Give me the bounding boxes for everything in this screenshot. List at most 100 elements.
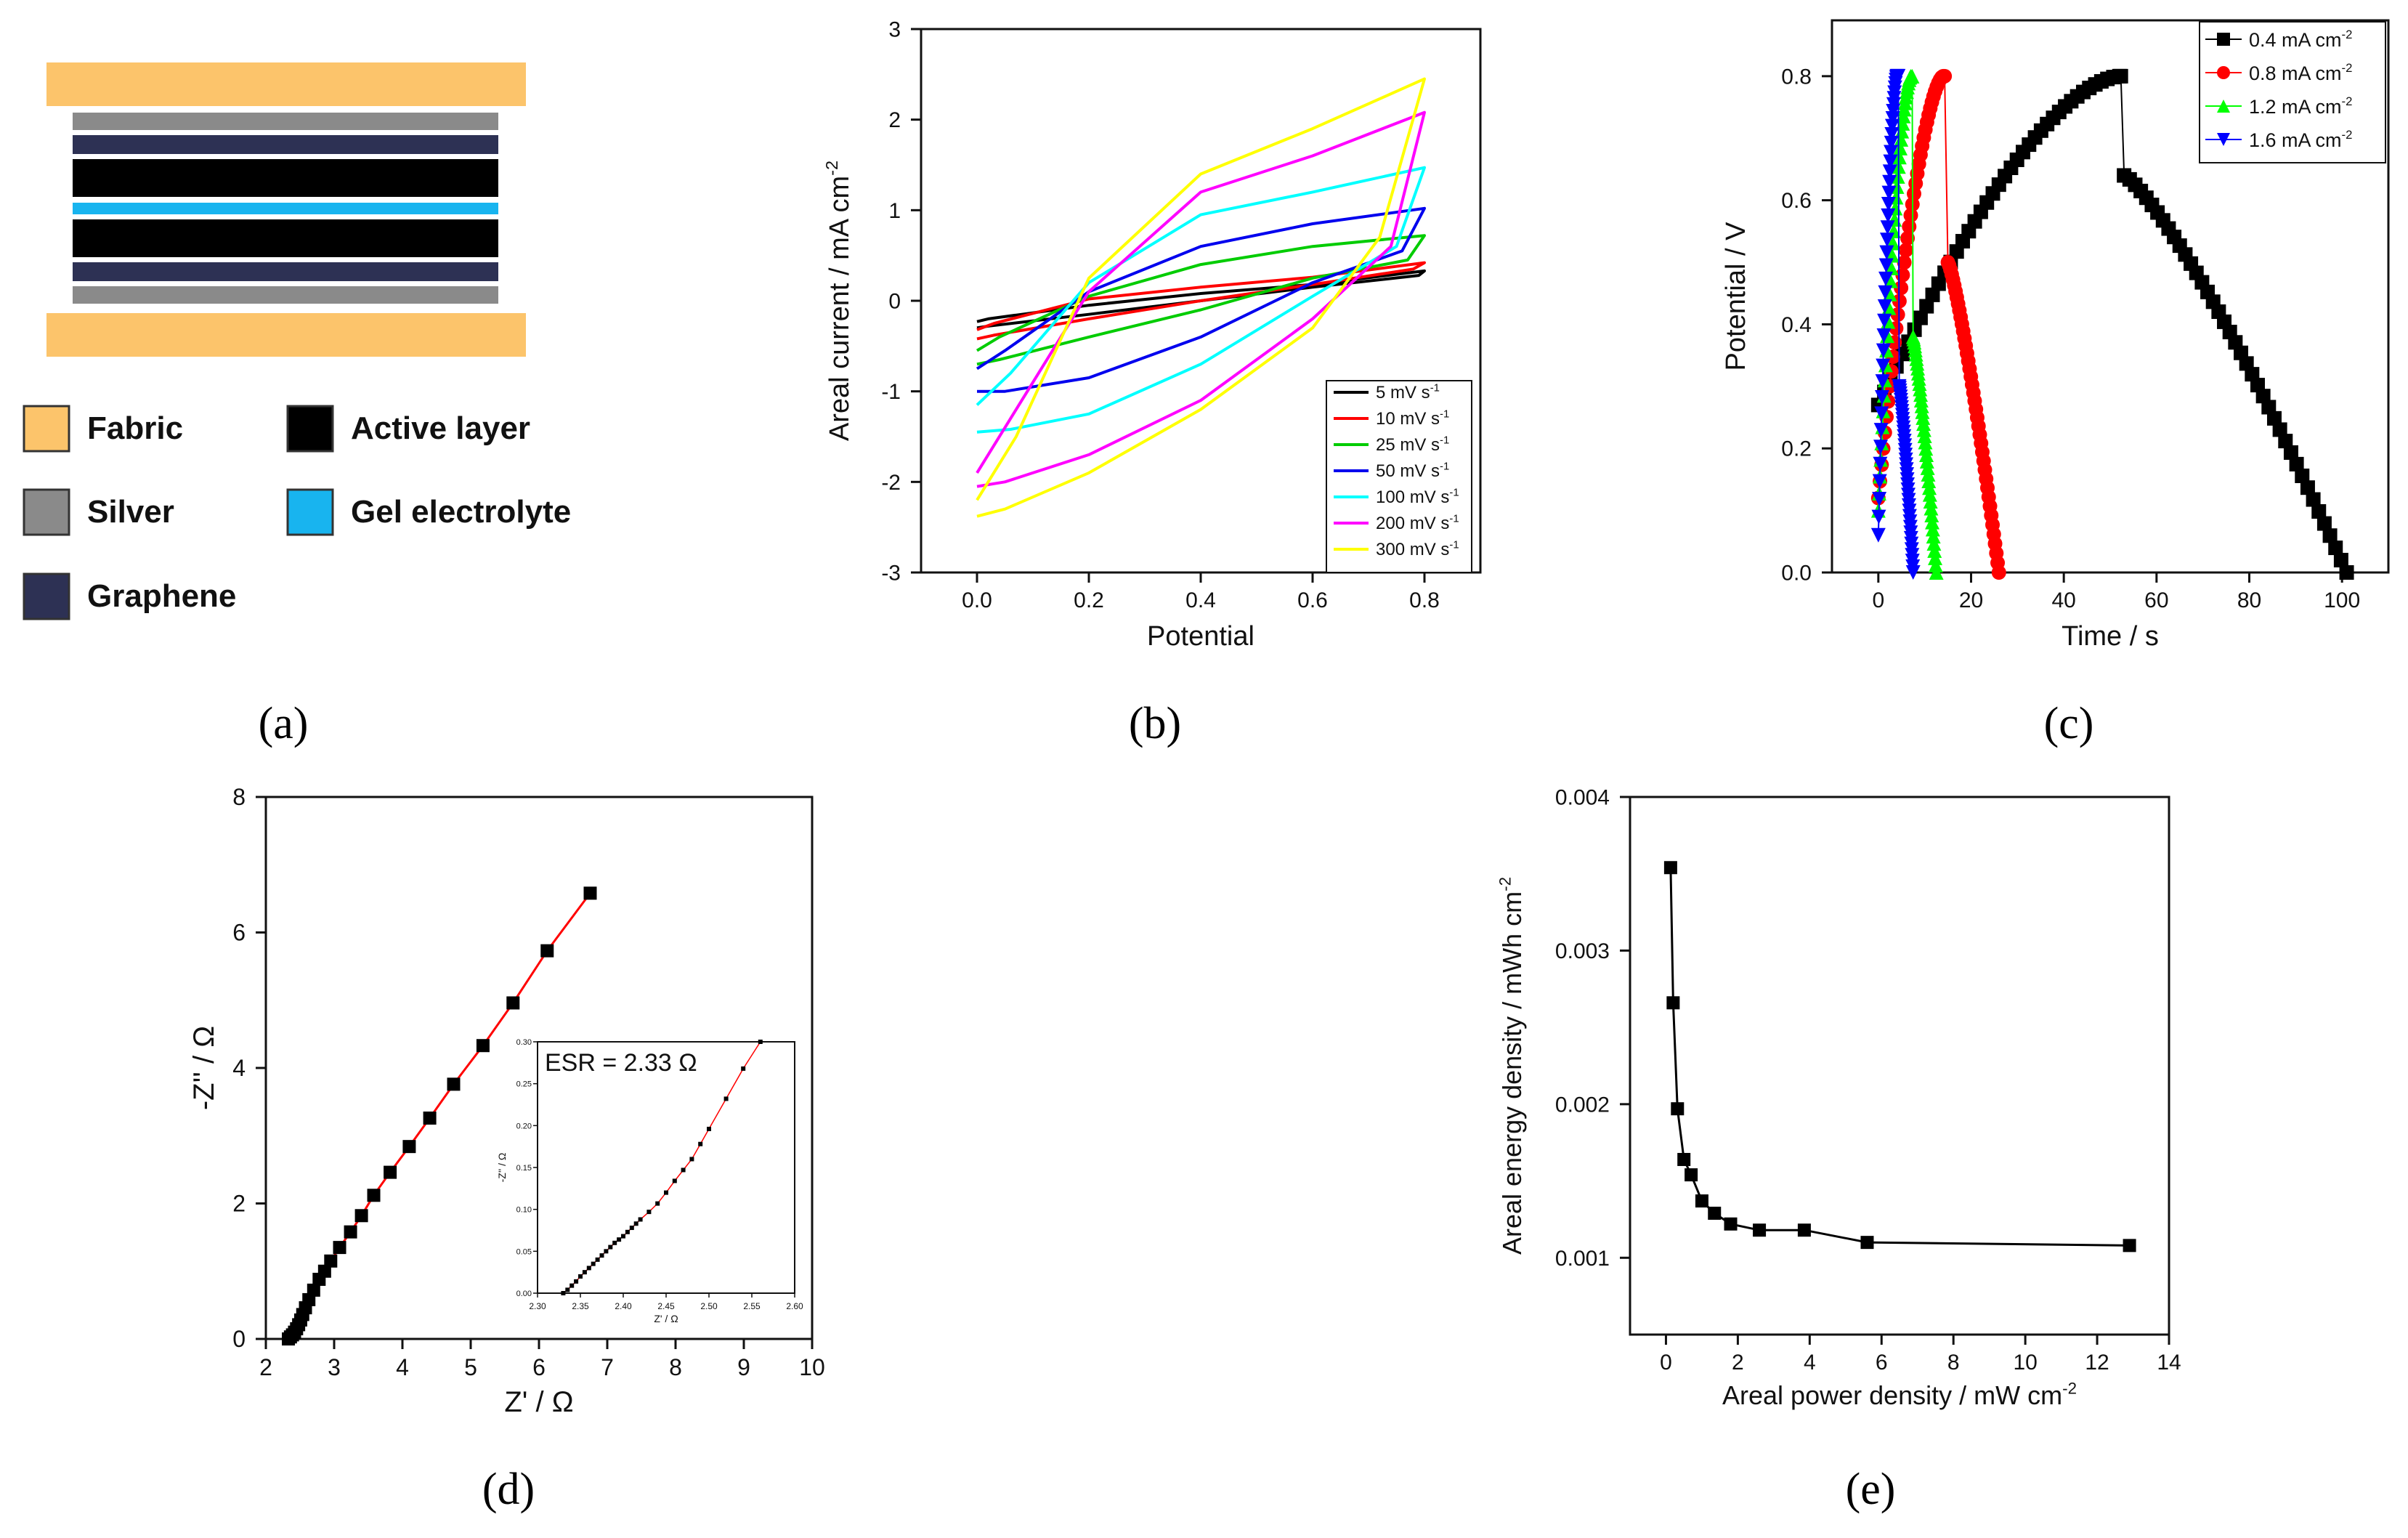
legend-swatch-gel-electrolyte bbox=[286, 488, 334, 536]
inset-point bbox=[633, 1221, 639, 1226]
legend-entry-sup: -2 bbox=[2342, 128, 2353, 142]
inset-point bbox=[599, 1253, 604, 1258]
x-tick-label: 0.8 bbox=[1409, 588, 1440, 612]
x-axis-label: Time / s bbox=[2062, 621, 2159, 652]
inset-point bbox=[595, 1257, 600, 1262]
marker-square bbox=[2328, 541, 2343, 556]
marker-triangle-up bbox=[1926, 535, 1942, 551]
marker-triangle-up bbox=[1925, 522, 1940, 537]
marker-triangle-up bbox=[1884, 260, 1899, 275]
marker-triangle-down bbox=[1881, 185, 1897, 201]
marker-triangle-up bbox=[1923, 493, 1938, 509]
legend-swatch-active-layer bbox=[286, 405, 334, 453]
marker-triangle-down bbox=[1876, 358, 1891, 373]
y-axis-label: -Z'' / Ω bbox=[188, 1026, 220, 1110]
marker-triangle-down bbox=[1905, 565, 1921, 580]
marker-square bbox=[1925, 287, 1940, 302]
inset-point bbox=[608, 1244, 613, 1250]
marker-triangle-down bbox=[1882, 174, 1897, 190]
inset-point bbox=[612, 1240, 617, 1245]
marker-triangle-down bbox=[1874, 406, 1889, 421]
x-tick-label: 0.4 bbox=[1185, 588, 1216, 612]
x-tick-label: 5 bbox=[464, 1354, 477, 1380]
chart-e-ragone: 0 2 4 6 8 10 12 14 0.001 0.002 0.003 0.004 Areal pow… bbox=[1496, 786, 2181, 1411]
marker-circle bbox=[1937, 68, 1953, 84]
inset-y-tick-label: 0.00 bbox=[516, 1290, 532, 1298]
layer-fabric-top bbox=[46, 62, 526, 106]
x-tick-label: 0.0 bbox=[962, 588, 992, 612]
ragone-point bbox=[2123, 1239, 2136, 1252]
plot-frame bbox=[1629, 796, 2170, 1336]
marker-square bbox=[2322, 528, 2338, 543]
marker-triangle-up bbox=[1905, 68, 1920, 84]
marker-triangle-down bbox=[1891, 68, 1906, 84]
marker-triangle-down bbox=[1879, 245, 1894, 260]
legend-label-graphene: Graphene bbox=[87, 578, 236, 614]
marker-square bbox=[2311, 503, 2327, 519]
nyquist-point bbox=[402, 1140, 416, 1154]
marker-triangle-down bbox=[2217, 133, 2230, 146]
y-tick-label: 0.2 bbox=[1781, 437, 1812, 461]
marker-triangle-down bbox=[1881, 196, 1896, 211]
inset-y-tick-label: 0.05 bbox=[516, 1247, 532, 1256]
cv-curve-50-mV-s bbox=[976, 206, 1426, 393]
inset-x-tick-label: 2.60 bbox=[786, 1301, 803, 1311]
ragone-point bbox=[1860, 1236, 1874, 1250]
marker-square bbox=[1919, 299, 1934, 314]
marker-circle bbox=[1897, 255, 1912, 270]
inset-point bbox=[617, 1237, 622, 1242]
marker-square bbox=[1907, 322, 1922, 337]
x-tick-label: 6 bbox=[532, 1354, 546, 1380]
marker-triangle-down bbox=[1878, 258, 1894, 273]
x-tick-label: 8 bbox=[669, 1354, 682, 1380]
x-tick-label: 7 bbox=[601, 1354, 614, 1380]
ragone-point bbox=[1663, 861, 1677, 875]
marker-circle bbox=[1894, 280, 1909, 296]
legend-entry-base: 1.2 mA cm bbox=[2249, 96, 2342, 118]
ragone-point bbox=[1685, 1168, 1698, 1182]
legend-entry-sup: -1 bbox=[1449, 539, 1459, 551]
x-axis-label-base: Areal power density / mW cm bbox=[1722, 1380, 2062, 1410]
x-tick-label: 9 bbox=[737, 1354, 750, 1380]
y-tick-label: 0.0 bbox=[1781, 562, 1812, 586]
x-tick-label: 0.2 bbox=[1074, 588, 1104, 612]
inset-y-tick-label: 0.25 bbox=[516, 1080, 532, 1089]
inset-point bbox=[586, 1266, 591, 1271]
ragone-point bbox=[1724, 1217, 1738, 1231]
inset-point bbox=[681, 1167, 686, 1173]
nyquist-point bbox=[324, 1254, 338, 1268]
marker-square bbox=[2266, 410, 2282, 426]
marker-triangle-down bbox=[1877, 299, 1892, 315]
nyquist-point bbox=[447, 1077, 461, 1091]
x-axis-label-base: Potential bbox=[1147, 621, 1254, 652]
x-tick-label: 80 bbox=[2237, 588, 2261, 612]
inset-x-tick-label: 2.55 bbox=[743, 1301, 761, 1311]
marker-triangle-up bbox=[1916, 422, 1931, 437]
y-axis-label-base: Areal current / mA cm bbox=[824, 176, 855, 441]
marker-triangle-down bbox=[1878, 271, 1894, 286]
x-tick-label: 0.6 bbox=[1297, 588, 1328, 612]
nyquist-point bbox=[307, 1283, 320, 1297]
x-tick-label: 60 bbox=[2144, 588, 2168, 612]
chart-c-charge-discharge: 0 20 40 60 80 100 0.0 0.2 0.4 0.6 0.8 Time / s Poten… bbox=[1721, 19, 2390, 652]
marker-triangle-up bbox=[1922, 480, 1937, 495]
inset-point bbox=[582, 1270, 587, 1275]
layer-stack-diagram bbox=[46, 62, 526, 357]
legend-entry-base: 50 mV s bbox=[1376, 461, 1440, 481]
legend-label-silver: Silver bbox=[87, 494, 174, 530]
legend-entry-base: 200 mV s bbox=[1376, 514, 1449, 533]
inset-y-tick-label: 0.15 bbox=[516, 1164, 532, 1173]
y-axis-label-base: -Z'' / Ω bbox=[188, 1026, 220, 1110]
marker-triangle-up bbox=[1917, 428, 1932, 443]
marker-triangle-up bbox=[1922, 487, 1937, 502]
inset-point bbox=[723, 1096, 729, 1101]
legend-swatch-silver bbox=[23, 488, 70, 536]
marker-triangle-up bbox=[1924, 508, 1939, 523]
marker-triangle-up bbox=[1927, 543, 1942, 558]
ragone-point bbox=[1708, 1206, 1722, 1220]
y-axis-label-sup: -2 bbox=[1496, 877, 1515, 891]
marker-triangle-up bbox=[2217, 100, 2230, 113]
marker-triangle-up bbox=[1919, 447, 1934, 462]
plot-frame bbox=[1831, 19, 2390, 574]
nyquist-point bbox=[423, 1112, 437, 1125]
